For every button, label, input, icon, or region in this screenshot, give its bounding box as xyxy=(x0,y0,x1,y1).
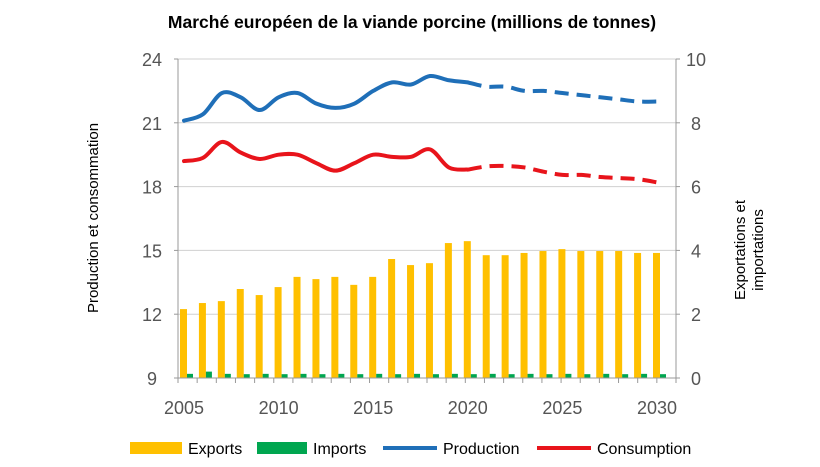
exports-bar xyxy=(198,303,206,378)
x-tick-label: 2020 xyxy=(448,398,488,418)
x-tick-label: 2030 xyxy=(637,398,677,418)
imports-bar xyxy=(660,374,666,378)
production-line-projection xyxy=(467,80,658,104)
exports-bar xyxy=(539,251,547,378)
right-tick-label: 2 xyxy=(691,305,701,325)
exports-bar xyxy=(274,287,282,378)
imports-legend-label: Imports xyxy=(313,441,366,458)
right-tick-label: 0 xyxy=(691,369,701,389)
lines xyxy=(182,73,658,185)
consumption-line-historical xyxy=(182,139,470,173)
right-axis-label-line1: Exportations et xyxy=(732,199,749,300)
imports-bar xyxy=(451,373,458,378)
exports-bar xyxy=(350,284,358,378)
exports-legend-swatch xyxy=(130,442,182,454)
imports-legend-swatch xyxy=(257,442,307,454)
exports-bar xyxy=(388,259,396,378)
right-tick-label: 8 xyxy=(691,114,701,134)
imports-bar xyxy=(243,374,250,378)
imports-bar xyxy=(584,374,591,378)
exports-bar xyxy=(596,251,604,378)
exports-bar xyxy=(653,252,660,378)
imports-bar xyxy=(319,374,326,378)
exports-bar xyxy=(407,265,415,378)
imports-bar xyxy=(262,373,269,378)
exports-bar xyxy=(634,252,642,378)
imports-bar xyxy=(281,374,288,378)
chart-title: Marché européen de la viande porcine (mi… xyxy=(168,12,656,32)
left-axis-label: Production et consommation xyxy=(85,123,102,313)
exports-bar xyxy=(615,251,623,378)
exports-bar xyxy=(255,295,263,378)
exports-bar xyxy=(331,276,339,378)
left-tick-label: 18 xyxy=(142,178,162,198)
production-legend-label: Production xyxy=(443,441,520,458)
bars xyxy=(180,241,666,378)
imports-bar xyxy=(414,373,421,378)
imports-bar xyxy=(224,373,231,378)
consumption-legend-label: Consumption xyxy=(597,441,691,458)
imports-bar xyxy=(187,373,193,378)
imports-bar xyxy=(300,373,307,378)
imports-bar xyxy=(432,374,439,378)
imports-bar xyxy=(527,373,534,378)
imports-bar xyxy=(546,374,553,378)
exports-bar xyxy=(463,241,471,378)
production-line-historical xyxy=(182,73,470,123)
imports-bar xyxy=(622,374,629,378)
x-tick-label: 2025 xyxy=(542,398,582,418)
imports-bar xyxy=(565,373,572,378)
exports-bar xyxy=(482,255,490,378)
exports-legend-label: Exports xyxy=(188,441,242,458)
legend: Exports Imports Production Consumption xyxy=(130,441,691,458)
right-tick-label: 4 xyxy=(691,241,701,261)
imports-bar xyxy=(395,374,402,378)
exports-bar xyxy=(312,279,320,378)
x-tick-label: 2010 xyxy=(259,398,299,418)
imports-bar xyxy=(357,374,364,378)
imports-bar xyxy=(338,373,345,378)
right-tick-label: 6 xyxy=(691,178,701,198)
exports-bar xyxy=(180,309,187,378)
left-tick-label: 9 xyxy=(147,369,157,389)
imports-bar xyxy=(508,374,515,378)
left-tick-label: 15 xyxy=(142,241,162,261)
exports-bar xyxy=(217,301,225,378)
left-tick-label: 24 xyxy=(142,50,162,70)
exports-bar xyxy=(236,288,244,378)
left-tick-label: 12 xyxy=(142,305,162,325)
exports-bar xyxy=(577,251,585,378)
imports-bar xyxy=(470,374,477,378)
gridlines xyxy=(178,58,676,315)
exports-bar xyxy=(501,255,509,378)
exports-bar xyxy=(369,276,377,378)
exports-bar xyxy=(293,276,301,378)
consumption-line-projection xyxy=(467,163,658,185)
exports-bar xyxy=(558,249,566,378)
imports-bar xyxy=(489,373,496,378)
x-tick-label: 2005 xyxy=(164,398,204,418)
imports-bar xyxy=(205,371,212,378)
left-tick-label: 21 xyxy=(142,114,162,134)
right-tick-label: 10 xyxy=(686,50,706,70)
exports-bar xyxy=(425,263,433,378)
exports-bar xyxy=(520,252,528,378)
imports-bar xyxy=(641,373,648,378)
exports-bar xyxy=(444,243,452,378)
imports-bar xyxy=(376,373,383,378)
x-tick-label: 2015 xyxy=(353,398,393,418)
imports-bar xyxy=(603,373,610,378)
right-axis-label-line2: importations xyxy=(750,209,767,291)
